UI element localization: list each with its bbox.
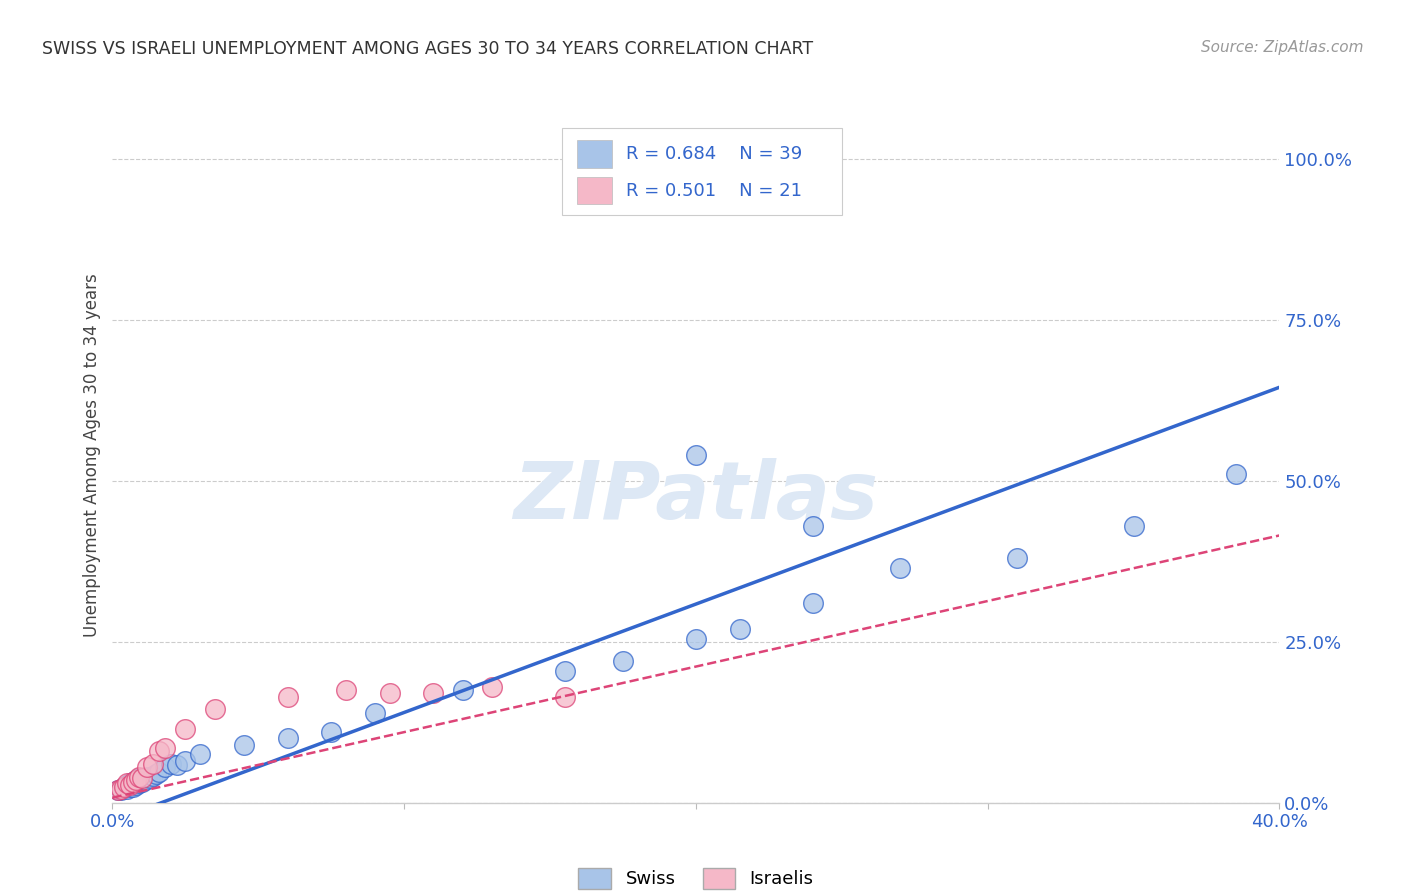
Point xyxy=(174,722,197,736)
Point xyxy=(772,152,794,166)
FancyBboxPatch shape xyxy=(576,140,612,168)
Point xyxy=(139,772,162,786)
Point xyxy=(801,596,824,610)
Point xyxy=(153,741,176,756)
Point xyxy=(128,776,150,790)
Point xyxy=(115,776,138,790)
Point xyxy=(110,783,132,797)
Point xyxy=(110,781,132,796)
Point xyxy=(204,702,226,716)
Point xyxy=(378,686,401,700)
Point xyxy=(554,664,576,678)
Point xyxy=(276,690,298,704)
Point xyxy=(115,778,138,792)
Point xyxy=(122,780,145,794)
Point xyxy=(148,764,170,779)
FancyBboxPatch shape xyxy=(576,177,612,204)
Point xyxy=(128,770,150,784)
Point xyxy=(481,680,503,694)
Point xyxy=(142,757,165,772)
Point xyxy=(125,773,148,788)
Point xyxy=(188,747,211,762)
FancyBboxPatch shape xyxy=(562,128,842,215)
Point xyxy=(276,731,298,746)
Text: Source: ZipAtlas.com: Source: ZipAtlas.com xyxy=(1201,40,1364,55)
Point xyxy=(889,560,911,574)
Point xyxy=(451,683,474,698)
Point xyxy=(107,783,129,797)
Point xyxy=(153,760,176,774)
Point xyxy=(125,773,148,788)
Point xyxy=(136,770,159,784)
Text: ZIPatlas: ZIPatlas xyxy=(513,458,879,536)
Point xyxy=(118,776,141,790)
Text: R = 0.684    N = 39: R = 0.684 N = 39 xyxy=(626,145,803,162)
Point xyxy=(112,780,135,794)
Point xyxy=(728,622,751,636)
Text: R = 0.501    N = 21: R = 0.501 N = 21 xyxy=(626,182,801,200)
Point xyxy=(685,632,707,646)
Point xyxy=(134,773,156,788)
Legend: Swiss, Israelis: Swiss, Israelis xyxy=(571,861,821,892)
Point xyxy=(685,448,707,462)
Point xyxy=(166,758,188,772)
Point xyxy=(160,757,183,772)
Point xyxy=(422,686,444,700)
Point xyxy=(612,654,634,668)
Point xyxy=(131,775,153,789)
Point xyxy=(232,738,254,752)
Point xyxy=(1122,518,1144,533)
Point xyxy=(142,769,165,783)
Point xyxy=(122,775,145,789)
Text: SWISS VS ISRAELI UNEMPLOYMENT AMONG AGES 30 TO 34 YEARS CORRELATION CHART: SWISS VS ISRAELI UNEMPLOYMENT AMONG AGES… xyxy=(42,40,813,58)
Point xyxy=(148,744,170,758)
Point xyxy=(554,690,576,704)
Point xyxy=(1225,467,1247,482)
Point xyxy=(115,781,138,796)
Point xyxy=(174,754,197,768)
Point xyxy=(801,518,824,533)
Point xyxy=(335,683,357,698)
Point xyxy=(145,767,167,781)
Point xyxy=(122,775,145,789)
Point xyxy=(136,760,159,774)
Point xyxy=(321,725,343,739)
Point xyxy=(1005,551,1028,566)
Y-axis label: Unemployment Among Ages 30 to 34 years: Unemployment Among Ages 30 to 34 years xyxy=(83,273,101,637)
Point xyxy=(364,706,387,720)
Point xyxy=(118,780,141,794)
Point xyxy=(125,778,148,792)
Point xyxy=(118,778,141,792)
Point xyxy=(128,772,150,786)
Point xyxy=(131,772,153,786)
Point xyxy=(107,783,129,797)
Point xyxy=(112,780,135,794)
